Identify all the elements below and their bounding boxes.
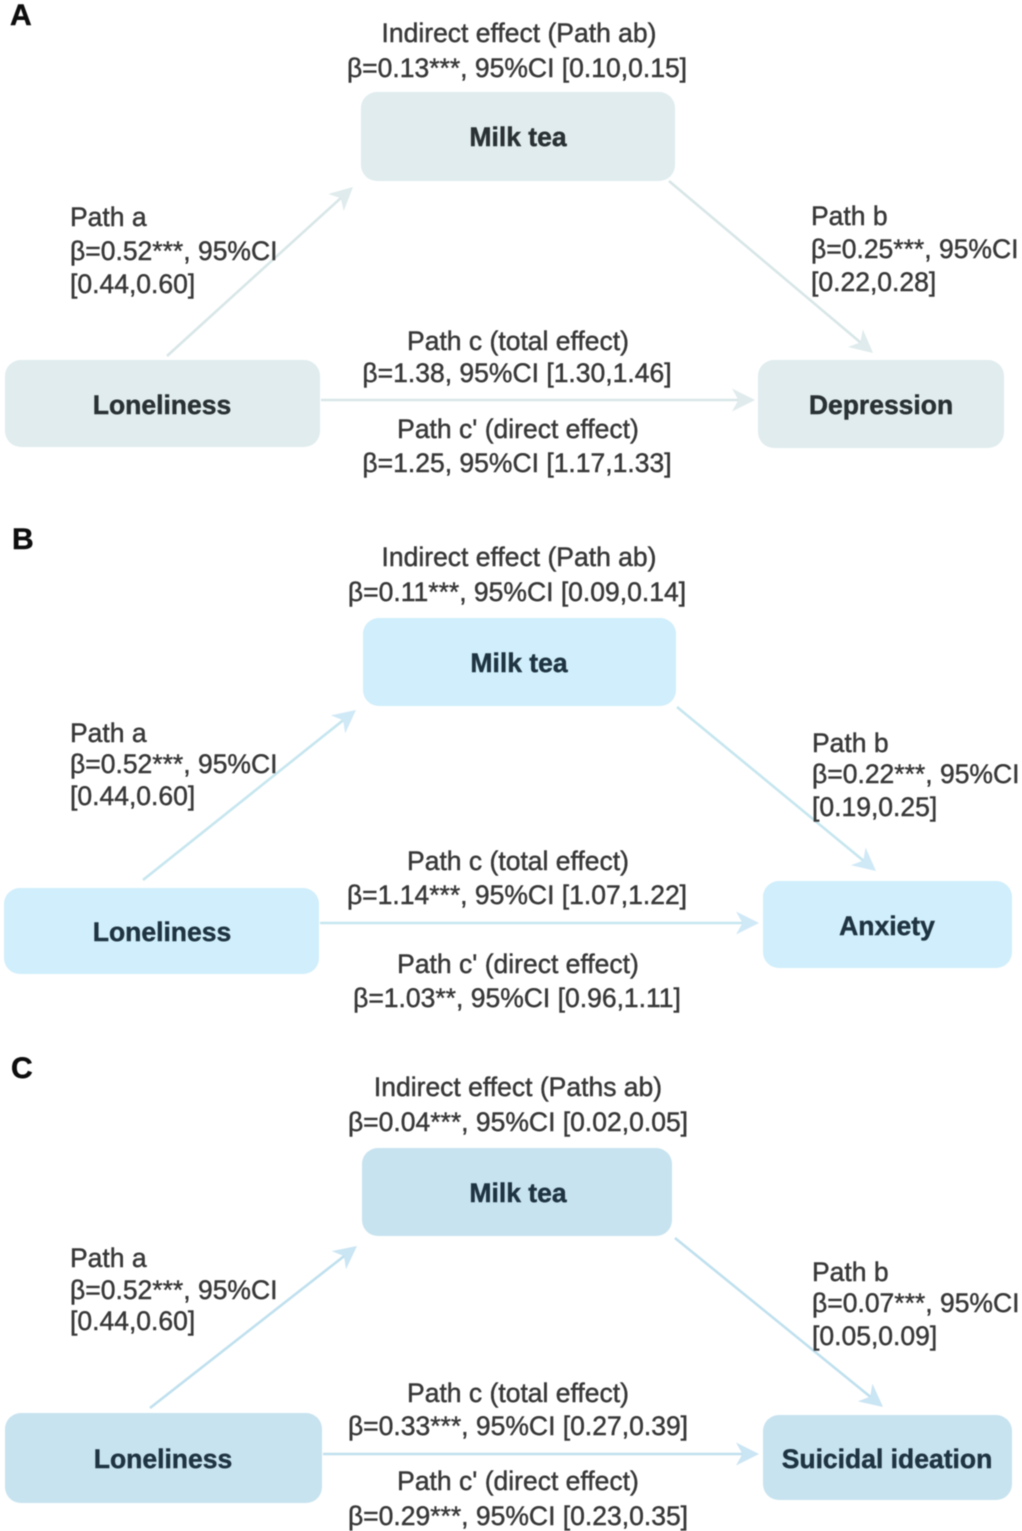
svg-text:[0.44,0.60]: [0.44,0.60] bbox=[70, 269, 195, 299]
svg-text:Anxiety: Anxiety bbox=[839, 911, 935, 941]
svg-text:β=0.25***, 95%CI: β=0.25***, 95%CI bbox=[811, 234, 1019, 264]
svg-text:Path b: Path b bbox=[811, 201, 888, 231]
svg-text:[0.19,0.25]: [0.19,0.25] bbox=[812, 792, 937, 822]
svg-text:[0.44,0.60]: [0.44,0.60] bbox=[70, 1306, 195, 1336]
svg-text:β=1.14***, 95%CI [1.07,1.22]: β=1.14***, 95%CI [1.07,1.22] bbox=[347, 880, 687, 910]
svg-text:[0.05,0.09]: [0.05,0.09] bbox=[812, 1321, 937, 1351]
svg-text:Path c' (direct effect): Path c' (direct effect) bbox=[397, 949, 639, 979]
svg-text:Milk tea: Milk tea bbox=[469, 122, 566, 152]
svg-text:β=0.52***, 95%CI: β=0.52***, 95%CI bbox=[70, 1275, 278, 1305]
svg-text:β=0.13***, 95%CI [0.10,0.15]: β=0.13***, 95%CI [0.10,0.15] bbox=[347, 53, 687, 83]
svg-text:Path c' (direct effect): Path c' (direct effect) bbox=[397, 414, 639, 444]
svg-text:Path b: Path b bbox=[812, 728, 889, 758]
svg-text:β=0.07***, 95%CI: β=0.07***, 95%CI bbox=[812, 1288, 1020, 1318]
svg-text:β=1.38, 95%CI [1.30,1.46]: β=1.38, 95%CI [1.30,1.46] bbox=[362, 358, 671, 388]
svg-text:Suicidal ideation: Suicidal ideation bbox=[782, 1444, 993, 1474]
svg-text:Path c (total effect): Path c (total effect) bbox=[407, 1378, 629, 1408]
svg-text:Indirect effect (Path ab): Indirect effect (Path ab) bbox=[382, 18, 657, 48]
svg-text:Depression: Depression bbox=[809, 390, 953, 420]
svg-text:C: C bbox=[11, 1052, 33, 1085]
svg-text:Path a: Path a bbox=[70, 1243, 147, 1273]
svg-text:β=0.52***, 95%CI: β=0.52***, 95%CI bbox=[70, 749, 278, 779]
svg-text:Loneliness: Loneliness bbox=[93, 917, 231, 947]
svg-text:β=0.52***, 95%CI: β=0.52***, 95%CI bbox=[70, 236, 278, 266]
svg-text:[0.44,0.60]: [0.44,0.60] bbox=[70, 781, 195, 811]
svg-text:[0.22,0.28]: [0.22,0.28] bbox=[811, 267, 936, 297]
svg-text:Loneliness: Loneliness bbox=[94, 1444, 232, 1474]
svg-text:β=0.22***, 95%CI: β=0.22***, 95%CI bbox=[812, 759, 1020, 789]
svg-text:Path a: Path a bbox=[70, 202, 147, 232]
svg-text:Path a: Path a bbox=[70, 718, 147, 748]
svg-text:Indirect effect (Path ab): Indirect effect (Path ab) bbox=[382, 542, 657, 572]
svg-text:A: A bbox=[10, 0, 32, 32]
svg-text:β=1.25, 95%CI [1.17,1.33]: β=1.25, 95%CI [1.17,1.33] bbox=[362, 448, 671, 478]
svg-text:β=0.11***, 95%CI [0.09,0.14]: β=0.11***, 95%CI [0.09,0.14] bbox=[348, 577, 686, 607]
svg-text:B: B bbox=[12, 523, 34, 556]
svg-text:Milk tea: Milk tea bbox=[470, 648, 567, 678]
svg-text:Loneliness: Loneliness bbox=[93, 390, 231, 420]
svg-text:β=1.03**, 95%CI [0.96,1.11]: β=1.03**, 95%CI [0.96,1.11] bbox=[353, 983, 681, 1013]
svg-text:Path c' (direct effect): Path c' (direct effect) bbox=[397, 1466, 639, 1496]
svg-text:Path c (total effect): Path c (total effect) bbox=[407, 326, 629, 356]
svg-text:β=0.33***, 95%CI [0.27,0.39]: β=0.33***, 95%CI [0.27,0.39] bbox=[348, 1411, 688, 1441]
svg-text:Milk tea: Milk tea bbox=[469, 1178, 566, 1208]
svg-text:β=0.29***, 95%CI [0.23,0.35]: β=0.29***, 95%CI [0.23,0.35] bbox=[348, 1501, 688, 1531]
svg-text:Path b: Path b bbox=[812, 1257, 889, 1287]
svg-text:Indirect effect (Paths ab): Indirect effect (Paths ab) bbox=[374, 1072, 662, 1102]
svg-text:Path c (total effect): Path c (total effect) bbox=[407, 846, 629, 876]
svg-text:β=0.04***, 95%CI [0.02,0.05]: β=0.04***, 95%CI [0.02,0.05] bbox=[348, 1107, 688, 1137]
